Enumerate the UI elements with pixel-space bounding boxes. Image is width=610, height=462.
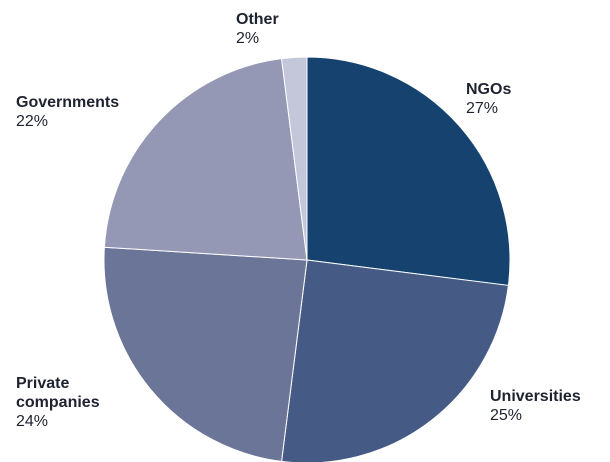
slice-percent-other: 2% — [236, 30, 260, 47]
slice-percent-ngos: 27% — [466, 100, 499, 117]
slice-percent-governments: 22% — [16, 113, 49, 130]
slice-label-private-companies: Private companies 24% — [16, 374, 100, 431]
slice-label-other: Other 2% — [236, 10, 279, 48]
pie-slice-governments — [103, 58, 308, 261]
slice-name-universities: Universities — [490, 388, 581, 405]
slice-label-universities: Universities 25% — [490, 387, 581, 425]
slice-percent-universities: 25% — [490, 407, 523, 424]
slice-label-governments: Governments 22% — [16, 93, 119, 131]
slice-name-other: Other — [236, 11, 279, 28]
slice-label-ngos: NGOs 27% — [466, 80, 511, 118]
pie-slice-universities — [281, 259, 509, 462]
pie-slice-ngos — [306, 56, 511, 286]
pie-slice-other — [281, 56, 308, 261]
slice-name-ngos: NGOs — [466, 81, 512, 98]
slice-name-private-line1: Private — [16, 375, 70, 392]
slice-name-governments: Governments — [16, 94, 120, 111]
slice-percent-private-companies: 24% — [16, 413, 49, 430]
slice-name-private-line2: companies — [16, 394, 100, 411]
pie-slice-private-companies — [103, 246, 308, 462]
